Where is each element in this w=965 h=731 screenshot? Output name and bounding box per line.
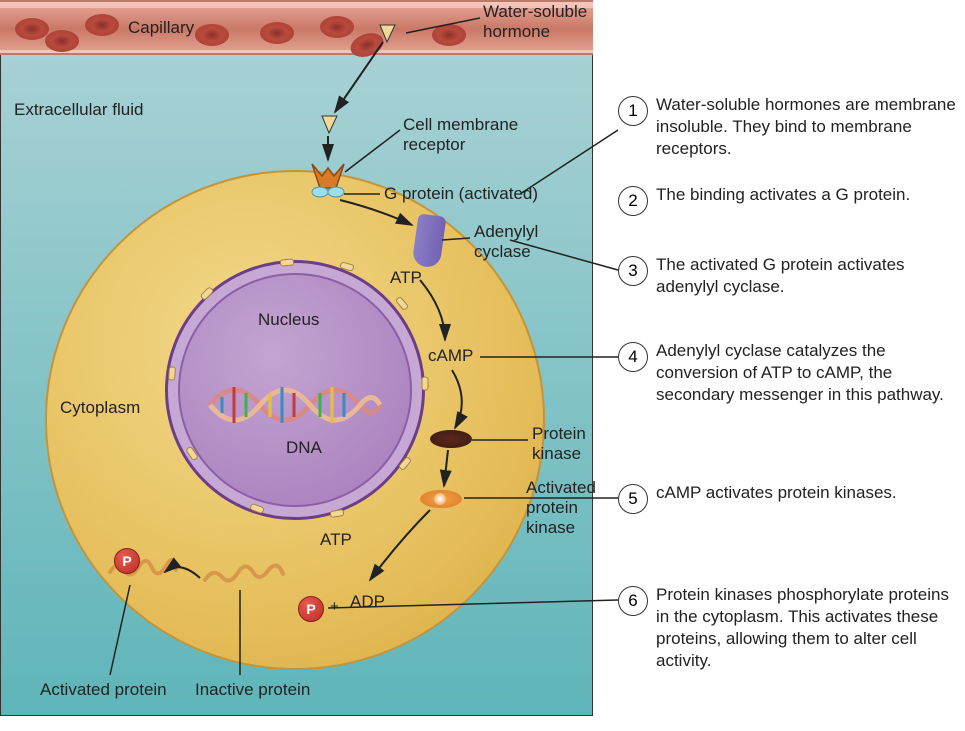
nucleus-label: Nucleus	[258, 310, 319, 330]
phosphate-label: P	[306, 601, 315, 617]
nuclear-pore	[280, 258, 295, 266]
nuclear-pore	[168, 366, 176, 381]
cytoplasm-label: Cytoplasm	[60, 398, 140, 418]
capillary-label: Capillary	[128, 18, 194, 38]
step-text-6: Protein kinases phosphorylate proteins i…	[656, 584, 961, 672]
g-protein-label: G protein (activated)	[384, 184, 538, 204]
step-number-4: 4	[618, 342, 648, 372]
activated-protein-label: Activated protein	[40, 680, 167, 700]
red-blood-cell	[260, 22, 294, 44]
activation-glow-icon	[434, 493, 446, 505]
atp-label-2: ATP	[320, 530, 352, 550]
step-text-5: cAMP activates protein kinases.	[656, 482, 961, 504]
diagram-container: P P	[0, 0, 965, 731]
phosphate-label: P	[122, 553, 131, 569]
activated-pk-label: Activated protein kinase	[526, 478, 596, 538]
red-blood-cell	[85, 14, 119, 36]
receptor-label: Cell membrane receptor	[403, 115, 518, 155]
ecf-label: Extracellular fluid	[14, 100, 143, 120]
protein-kinase-label: Protein kinase	[532, 424, 586, 464]
protein-kinase-icon	[430, 430, 472, 448]
red-blood-cell	[432, 24, 466, 46]
inactive-protein-label: Inactive protein	[195, 680, 310, 700]
step-number-6: 6	[618, 586, 648, 616]
phosphate-group-icon: P	[114, 548, 140, 574]
phosphate-group-icon: P	[298, 596, 324, 622]
atp-label-1: ATP	[390, 268, 422, 288]
step-number-3: 3	[618, 256, 648, 286]
step-number-2: 2	[618, 186, 648, 216]
nuclear-pore	[422, 377, 429, 391]
step-text-2: The binding activates a G protein.	[656, 184, 961, 206]
camp-label: cAMP	[428, 346, 473, 366]
red-blood-cell	[195, 24, 229, 46]
step-text-1: Water-soluble hormones are membrane inso…	[656, 94, 961, 160]
red-blood-cell	[15, 18, 49, 40]
adp-label: ADP	[350, 592, 385, 612]
step-number-5: 5	[618, 484, 648, 514]
adenylyl-label: Adenylyl cyclase	[474, 222, 538, 262]
plus-label: +	[330, 598, 339, 615]
red-blood-cell	[320, 16, 354, 38]
nucleus	[178, 273, 412, 507]
dna-label: DNA	[286, 438, 322, 458]
step-text-4: Adenylyl cyclase catalyzes the conversio…	[656, 340, 961, 406]
red-blood-cell	[45, 30, 79, 52]
hormone-label: Water-soluble hormone	[483, 2, 587, 42]
step-text-3: The activated G protein activates adenyl…	[656, 254, 961, 298]
step-number-1: 1	[618, 96, 648, 126]
